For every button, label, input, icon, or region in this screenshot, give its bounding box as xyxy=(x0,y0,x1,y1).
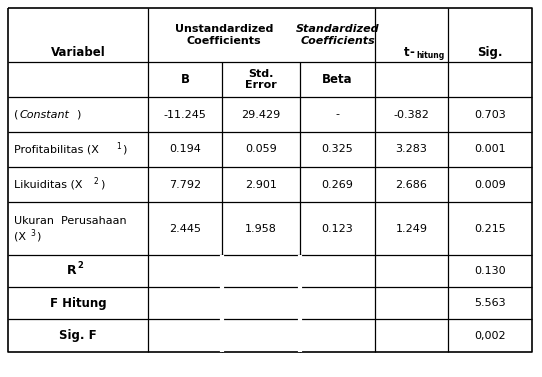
Text: -: - xyxy=(335,109,339,120)
Text: 3: 3 xyxy=(30,229,35,238)
Text: 1: 1 xyxy=(116,142,121,151)
Text: ): ) xyxy=(76,109,80,120)
Text: 0.123: 0.123 xyxy=(321,224,353,233)
Text: 5.563: 5.563 xyxy=(474,298,506,308)
Text: 3.283: 3.283 xyxy=(396,144,428,155)
Text: Unstandardized
Coefficients: Unstandardized Coefficients xyxy=(175,24,273,46)
Text: -: - xyxy=(410,46,415,59)
Text: (X: (X xyxy=(14,231,26,242)
Text: Profitabilitas (X: Profitabilitas (X xyxy=(14,144,99,155)
Text: 2: 2 xyxy=(77,262,83,271)
Text: Standardized
Coefficients: Standardized Coefficients xyxy=(296,24,379,46)
Text: 2.901: 2.901 xyxy=(245,179,277,190)
Text: 2: 2 xyxy=(94,177,99,186)
Text: 2.445: 2.445 xyxy=(169,224,201,233)
Text: (: ( xyxy=(14,109,18,120)
Text: 0.130: 0.130 xyxy=(474,266,506,276)
Text: Sig.: Sig. xyxy=(478,46,503,59)
Text: 0,002: 0,002 xyxy=(474,331,506,340)
Text: Likuiditas (X: Likuiditas (X xyxy=(14,179,82,190)
Text: -11.245: -11.245 xyxy=(164,109,207,120)
Text: Variabel: Variabel xyxy=(50,46,105,59)
Text: ): ) xyxy=(36,231,40,242)
Text: 0.703: 0.703 xyxy=(474,109,506,120)
Text: F Hitung: F Hitung xyxy=(50,296,106,310)
Text: 0.194: 0.194 xyxy=(169,144,201,155)
Text: ): ) xyxy=(122,144,126,155)
Text: t: t xyxy=(404,46,410,59)
Text: B: B xyxy=(180,73,190,86)
Text: Ukuran  Perusahaan: Ukuran Perusahaan xyxy=(14,216,127,225)
Text: Sig. F: Sig. F xyxy=(59,329,97,342)
Text: hitung: hitung xyxy=(416,51,445,60)
Text: 1.249: 1.249 xyxy=(396,224,428,233)
Text: 0.325: 0.325 xyxy=(321,144,353,155)
Text: 0.059: 0.059 xyxy=(245,144,277,155)
Text: -0.382: -0.382 xyxy=(393,109,429,120)
Text: Beta: Beta xyxy=(322,73,353,86)
Text: 7.792: 7.792 xyxy=(169,179,201,190)
Text: 1.958: 1.958 xyxy=(245,224,277,233)
Text: 0.269: 0.269 xyxy=(321,179,353,190)
Text: 0.215: 0.215 xyxy=(474,224,506,233)
Text: 0.009: 0.009 xyxy=(474,179,506,190)
Text: 2.686: 2.686 xyxy=(396,179,428,190)
Text: 29.429: 29.429 xyxy=(241,109,281,120)
Text: 0.001: 0.001 xyxy=(474,144,506,155)
Text: ): ) xyxy=(100,179,105,190)
Text: Std.
Error: Std. Error xyxy=(245,69,277,90)
Text: Constant: Constant xyxy=(20,109,70,120)
Text: R: R xyxy=(66,265,76,277)
